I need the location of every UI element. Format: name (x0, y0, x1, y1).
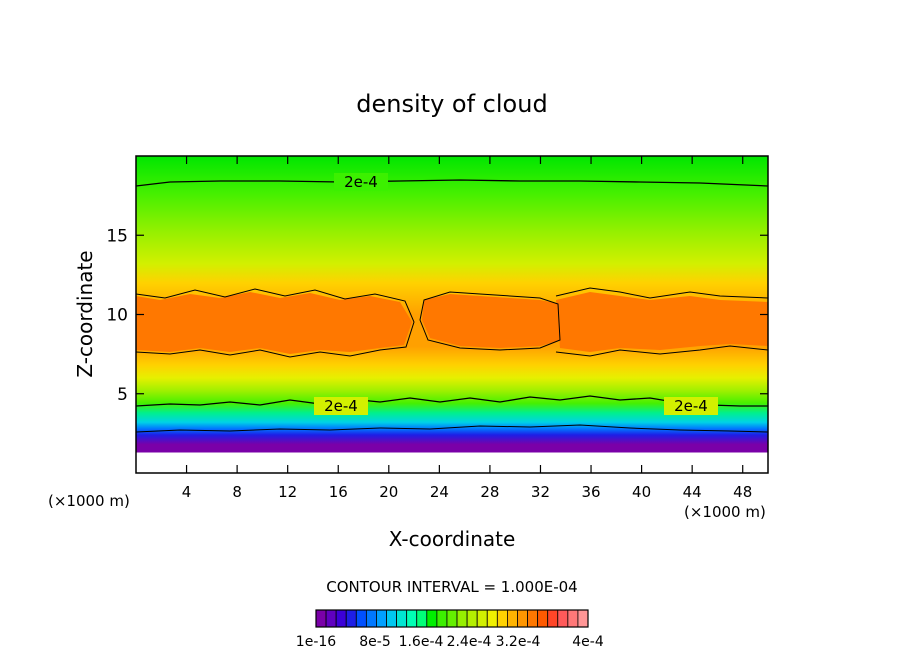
contour-label-gap-1 (334, 173, 388, 191)
colorbar-swatch (406, 609, 418, 628)
colorbar-swatch (325, 609, 337, 628)
y-tick-label: 15 (106, 226, 128, 246)
colorbar-swatch (466, 609, 478, 628)
chart-title: density of cloud (356, 90, 547, 118)
x-tick-label: 24 (430, 483, 449, 501)
contour-label: 2e-4 (344, 173, 378, 191)
cloud-band-right (556, 292, 768, 352)
colorbar-swatch (496, 609, 508, 628)
x-tick-label: 4 (182, 483, 192, 501)
colorbar-swatch (335, 609, 347, 628)
contour-label-gap-3 (664, 397, 718, 415)
colorbar (315, 609, 589, 628)
cloud-band-left (136, 292, 412, 354)
x-tick-label: 16 (329, 483, 348, 501)
cloud-band-center (422, 294, 562, 348)
x-tick-label: 36 (581, 483, 600, 501)
colorbar-swatch (577, 609, 589, 628)
colorbar-swatch (547, 609, 559, 628)
y-axis: 5 10 15 (106, 226, 768, 405)
contour-cloud-right (555, 287, 768, 357)
colorbar-frame (315, 609, 589, 628)
colorbar-swatch (527, 609, 539, 628)
x-unit-label-right: (×1000 m) (684, 503, 766, 521)
x-axis-label: X-coordinate (389, 527, 516, 551)
y-tick-label: 10 (106, 306, 128, 326)
colorbar-swatch (436, 609, 448, 628)
colorbar-tick-labels: 1e-16 8e-5 1.6e-4 2.4e-4 3.2e-4 4e-4 (296, 634, 604, 650)
x-tick-label: 32 (531, 483, 550, 501)
colorbar-tick-label: 1.6e-4 (399, 634, 444, 650)
colorbar-tick-label: 1e-16 (296, 634, 336, 650)
contour-cloud-center (419, 291, 561, 351)
colorbar-swatch (486, 609, 498, 628)
contour-label-gap-2 (314, 397, 368, 415)
contour-line-base (136, 424, 768, 433)
x-tick-label: 40 (632, 483, 651, 501)
contour-interval-text: CONTOUR INTERVAL = 1.000E-04 (326, 578, 577, 596)
colorbar-swatch (315, 609, 327, 628)
colorbar-tick-label: 2.4e-4 (447, 634, 492, 650)
colorbar-swatch (416, 609, 428, 628)
colorbar-swatch (557, 609, 569, 628)
colorbar-swatch (396, 609, 408, 628)
colorbar-swatch (376, 609, 387, 628)
colorbar-swatch (517, 609, 528, 628)
x-axis: 4 8 12 16 20 24 28 32 36 40 44 48 (182, 156, 752, 501)
colorbar-swatch (507, 609, 518, 628)
y-tick-label: 5 (117, 385, 128, 405)
colorbar-swatch (355, 609, 367, 628)
colorbar-swatch (386, 609, 397, 628)
colorbar-tick-label: 3.2e-4 (496, 634, 541, 650)
x-tick-label: 44 (683, 483, 702, 501)
x-tick-label: 8 (232, 483, 242, 501)
colorbar-tick-label: 4e-4 (572, 634, 604, 650)
contour-label: 2e-4 (674, 397, 708, 415)
x-tick-label: 28 (480, 483, 499, 501)
colorbar-swatch (365, 609, 377, 628)
contour-field (136, 156, 768, 473)
colorbar-swatch (345, 609, 357, 628)
colorbar-swatch (446, 609, 458, 628)
colorbar-swatch (456, 609, 468, 628)
contour-cloud-left (136, 288, 415, 358)
x-tick-label: 48 (733, 483, 752, 501)
x-unit-label-left: (×1000 m) (48, 492, 130, 510)
colorbar-swatch (537, 609, 549, 628)
y-axis-label: Z-coordinate (73, 250, 97, 377)
colorbar-swatch (426, 609, 438, 628)
colorbar-tick-label: 8e-5 (359, 634, 390, 650)
contour-label: 2e-4 (324, 397, 358, 415)
x-tick-label: 20 (379, 483, 398, 501)
colorbar-swatch (567, 609, 579, 628)
x-tick-label: 12 (278, 483, 297, 501)
contour-line-top (136, 179, 768, 187)
colorbar-swatch (476, 609, 488, 628)
